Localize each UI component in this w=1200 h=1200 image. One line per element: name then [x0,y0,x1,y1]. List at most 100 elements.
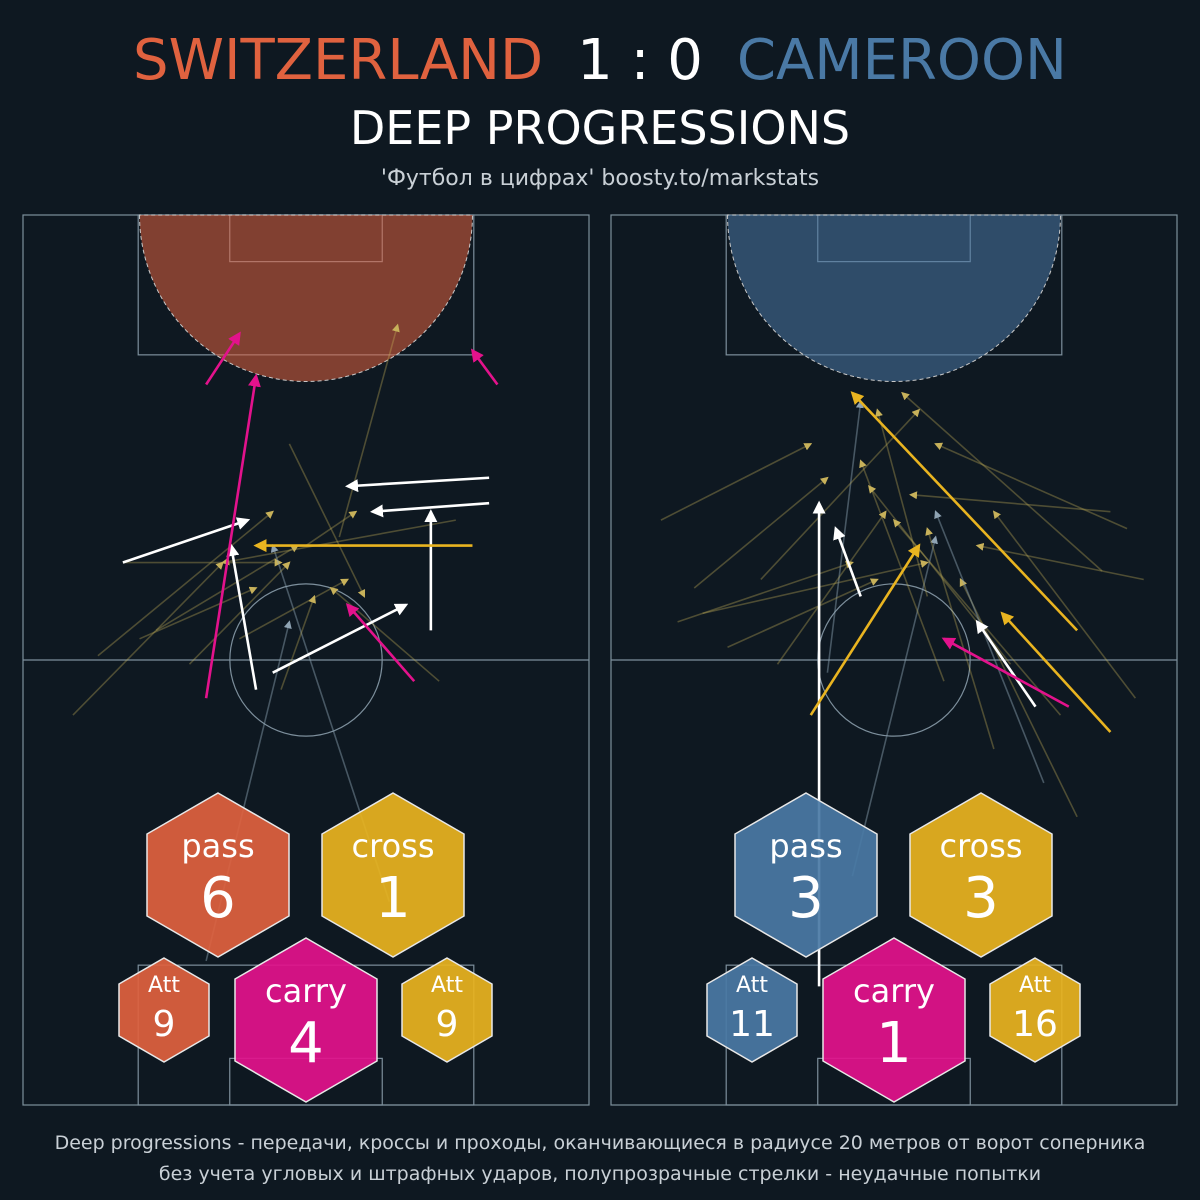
failed-arrow [934,510,1045,784]
pass-attempts-badge-label: Att [148,973,180,998]
cross-badge-value: 3 [963,866,999,931]
cross-badge-shape [321,792,465,958]
failed-arrow [677,560,854,623]
footer-line-1: Deep progressions - передачи, кроссы и п… [54,1132,1146,1154]
successful-pass-arrow [272,603,409,674]
failed-arrow [826,399,864,673]
successful-pass-arrow [122,517,251,564]
failed-arrow [875,408,929,597]
target-zone-20m [727,214,1061,382]
carry-badge-shape [234,937,378,1103]
successful-pass-arrow [833,526,862,597]
successful-cross-arrow [809,543,921,716]
credit-line: 'Футбол в цифрах' boosty.to/markstats [380,166,820,191]
footer-line-2: без учета угловых и штрафных ударов, пол… [158,1163,1042,1185]
away-team-name: CAMEROON [736,28,1067,93]
pass-attempts-badge: Att 11 [706,957,798,1063]
cross-attempts-badge-shape [401,957,493,1063]
home-team-name: SWITZERLAND [133,28,544,93]
failed-arrow [660,443,813,521]
successful-pass-arrow [226,543,258,690]
failed-arrow [727,578,879,649]
successful-pass-arrow [975,619,1037,708]
successful-carry-arrow [345,602,416,683]
carry-badge-label: carry [853,972,935,1010]
match-score: 1 : 0 [577,28,703,93]
successful-cross-arrow [1000,611,1112,733]
failed-arrow [776,510,887,665]
failed-arrow [288,443,366,598]
centre-circle [229,583,383,737]
cross-attempts-badge-label: Att [431,973,463,998]
footer-note: Deep progressions - передачи, кроссы и п… [0,1128,1200,1190]
pass-badge-shape [734,792,878,958]
pass-attempts-badge-label: Att [736,973,768,998]
failed-arrow [338,323,400,538]
pass-badge-label: pass [769,827,842,865]
pass-badge-value: 6 [200,866,236,931]
carry-badge-label: carry [265,972,347,1010]
score-line: SWITZERLAND 1 : 0 CAMEROON [0,28,1200,94]
target-zone-20m [139,214,473,382]
pass-attempts-badge-value: 9 [153,1004,176,1045]
cross-badge-value: 1 [375,866,411,931]
failed-arrow [901,391,1103,572]
cross-attempts-badge: Att 9 [401,957,493,1063]
cross-attempts-badge-shape [989,957,1081,1063]
failed-arrow [280,594,316,690]
failed-arrow [72,561,224,716]
successful-carry-arrow [205,331,241,386]
failed-arrow [155,544,300,632]
failed-arrow [188,561,291,665]
pass-attempts-badge-value: 11 [729,1004,775,1045]
failed-arrow [221,519,456,566]
carry-badge-value: 1 [876,1011,912,1076]
pass-badge-label: pass [181,827,254,865]
cross-badge-label: cross [940,827,1023,865]
cross-attempts-badge: Att 16 [989,957,1081,1063]
successful-carry-arrow [941,637,1070,708]
failed-arrow [305,510,358,547]
chart-title: DEEP PROGRESSIONS [349,101,851,155]
failed-arrow [239,578,350,640]
cross-attempts-badge-label: Att [1019,973,1051,998]
successful-pass-arrow [369,501,490,518]
cross-badge-label: cross [352,827,435,865]
cross-attempts-badge-value: 16 [1012,1004,1058,1045]
carry-badge-value: 4 [288,1011,324,1076]
carry-badge-shape [822,937,966,1103]
failed-arrow [992,510,1137,699]
cross-badge-shape [909,792,1053,958]
successful-carry-arrow [470,348,499,386]
pass-badge-value: 3 [788,866,824,931]
failed-arrow [139,586,258,640]
failed-arrow [702,560,929,615]
cross-attempts-badge-value: 9 [436,1004,459,1045]
pass-badge-shape [146,792,290,958]
pass-attempts-badge-shape [118,957,210,1063]
failed-arrow [909,491,1111,513]
failed-arrow [693,476,829,589]
successful-carry-arrow [204,373,261,699]
failed-arrow [975,542,1144,581]
failed-arrow [97,510,274,657]
failed-arrow [851,535,938,877]
pass-attempts-badge: Att 9 [118,957,210,1063]
failed-arrow [892,518,1062,716]
failed-arrow [760,408,921,581]
failed-arrow [925,527,995,750]
pass-attempts-badge-shape [706,957,798,1063]
failed-arrow [959,578,1078,818]
successful-cross-arrow [850,391,1079,632]
successful-pass-arrow [345,476,490,493]
failed-arrow [934,442,1128,530]
